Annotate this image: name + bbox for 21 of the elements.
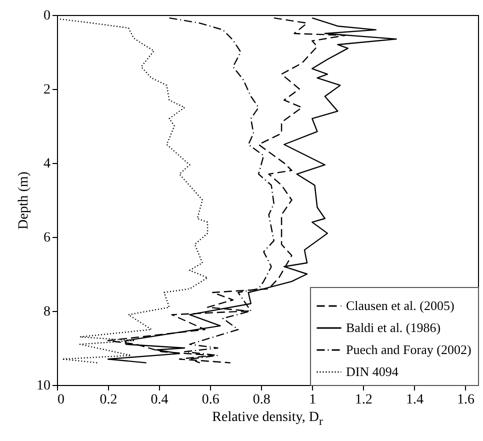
- y-tick-label: 10: [36, 378, 50, 394]
- legend-label: DIN 4094: [346, 364, 399, 379]
- y-tick-label: 6: [44, 230, 50, 246]
- x-tick-label: 0.4: [150, 392, 168, 408]
- y-tick-label: 8: [44, 304, 50, 320]
- x-tick-label: 0: [58, 392, 64, 408]
- legend-label: Baldi et al. (1986): [346, 320, 441, 335]
- legend-label: Puech and Foray (2002): [346, 342, 472, 357]
- y-tick-label: 0: [44, 8, 50, 24]
- legend-label: Clausen et al. (2005): [346, 298, 454, 313]
- x-tick-label: 1.4: [406, 392, 424, 408]
- x-tick-label: 0.6: [202, 392, 220, 408]
- x-tick-label: 0.8: [252, 392, 270, 408]
- x-tick-label: 1.2: [354, 392, 372, 408]
- y-axis-title: Depth (m): [16, 171, 32, 230]
- y-tick-label: 4: [44, 156, 50, 172]
- x-tick-label: 0.2: [100, 392, 118, 408]
- x-axis-title: Relative density, D$_{r}$: [211, 410, 324, 428]
- y-tick-label: 2: [44, 82, 50, 98]
- x-tick-label: 1.6: [456, 392, 474, 408]
- x-tick-label: 1: [309, 392, 316, 408]
